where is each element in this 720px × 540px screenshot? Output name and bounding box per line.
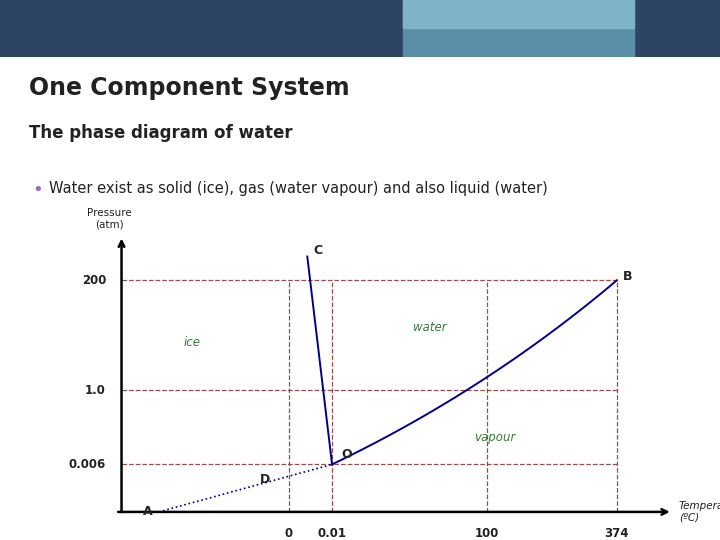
Text: O: O xyxy=(341,448,352,462)
Text: 1.0: 1.0 xyxy=(85,383,106,397)
Text: 200: 200 xyxy=(81,274,106,287)
Text: A: A xyxy=(143,505,153,518)
Text: 0: 0 xyxy=(284,527,293,540)
Text: ice: ice xyxy=(184,335,200,349)
Text: 0.006: 0.006 xyxy=(69,458,106,471)
Text: •: • xyxy=(32,181,43,199)
Text: water: water xyxy=(413,321,446,334)
Text: 374: 374 xyxy=(605,527,629,540)
Text: One Component System: One Component System xyxy=(29,76,349,99)
Text: Water exist as solid (ice), gas (water vapour) and also liquid (water): Water exist as solid (ice), gas (water v… xyxy=(49,181,548,196)
Text: 100: 100 xyxy=(474,527,499,540)
Text: Pressure
(atm): Pressure (atm) xyxy=(87,208,132,230)
Text: The phase diagram of water: The phase diagram of water xyxy=(29,124,292,142)
Text: vapour: vapour xyxy=(474,430,516,444)
Bar xyxy=(403,0,634,57)
Text: C: C xyxy=(313,244,323,256)
Bar xyxy=(403,0,634,28)
Text: B: B xyxy=(623,270,633,284)
Text: 0.01: 0.01 xyxy=(318,527,346,540)
Text: D: D xyxy=(260,473,271,486)
Text: Temperature
(ºC): Temperature (ºC) xyxy=(679,501,720,523)
